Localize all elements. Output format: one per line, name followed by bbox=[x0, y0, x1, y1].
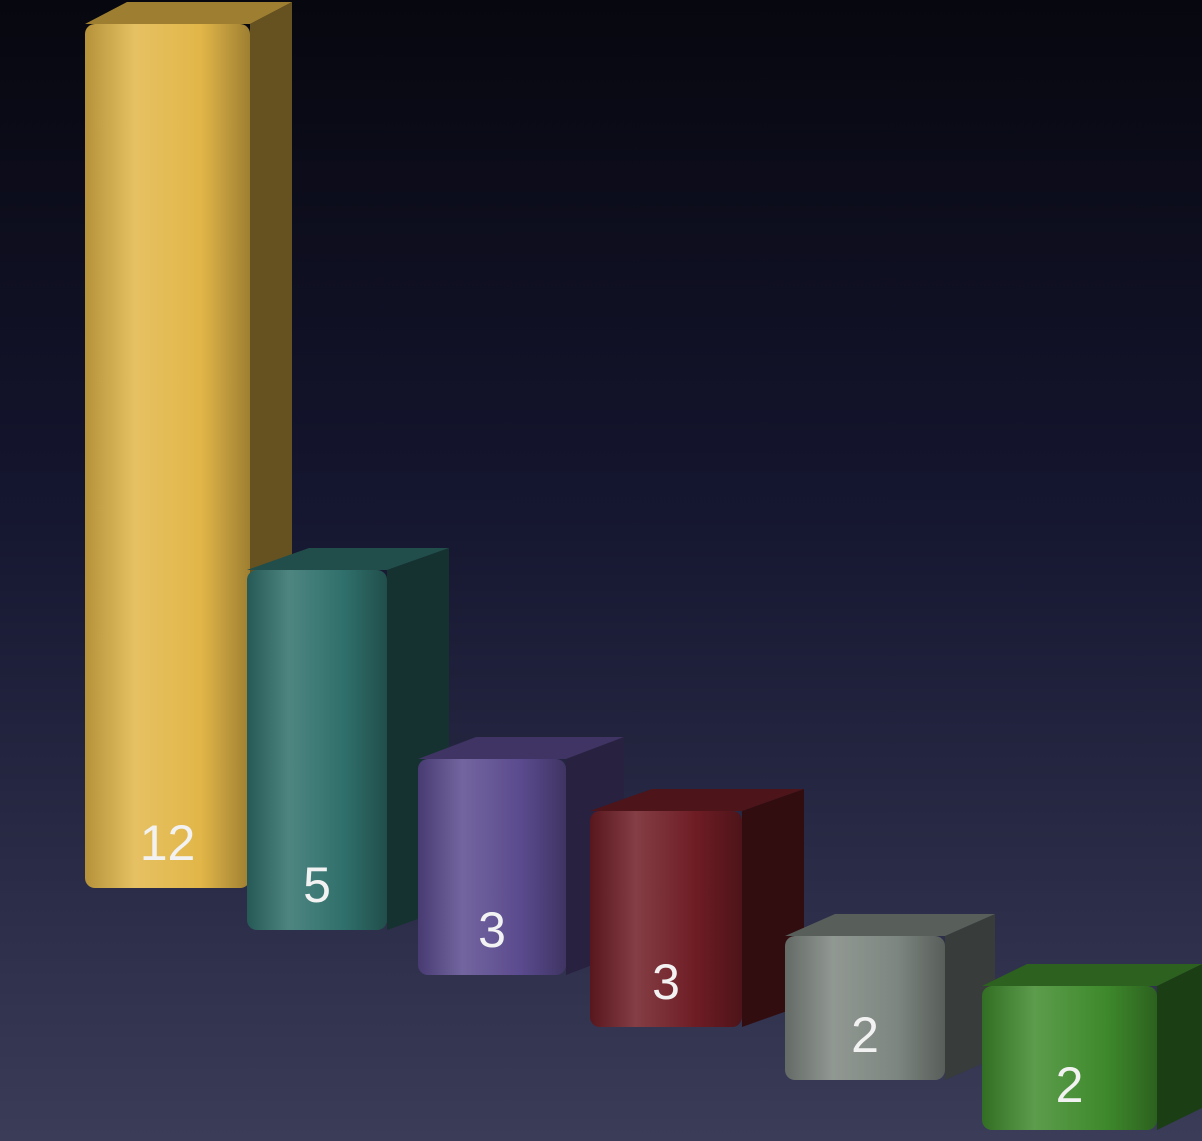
bar-value-label: 2 bbox=[851, 1007, 879, 1063]
bar-top-face bbox=[590, 789, 804, 811]
bars-group: 12 5 3 3 2 2 bbox=[85, 2, 1202, 1130]
bar-front-face bbox=[590, 811, 742, 1027]
bar-front-face bbox=[785, 936, 945, 1080]
bar-top-face bbox=[785, 914, 995, 936]
bar-front-face bbox=[247, 570, 387, 930]
bar-4: 3 bbox=[590, 789, 804, 1027]
bar-top-face bbox=[247, 548, 449, 570]
bar-value-label: 3 bbox=[478, 902, 506, 958]
bar-6: 2 bbox=[982, 964, 1202, 1130]
bar-front-face bbox=[418, 759, 566, 975]
bar-5: 2 bbox=[785, 914, 995, 1080]
bar-value-label: 3 bbox=[652, 954, 680, 1010]
bar-top-face bbox=[982, 964, 1202, 986]
bar-top-face bbox=[85, 2, 292, 24]
bar-value-label: 2 bbox=[1056, 1057, 1084, 1113]
bar-front-face bbox=[982, 986, 1157, 1130]
bar-front-face bbox=[85, 24, 250, 888]
bar-side-face bbox=[1157, 964, 1202, 1130]
bar-top-face bbox=[418, 737, 624, 759]
bar-value-label: 12 bbox=[140, 815, 196, 871]
bar-value-label: 5 bbox=[303, 857, 331, 913]
